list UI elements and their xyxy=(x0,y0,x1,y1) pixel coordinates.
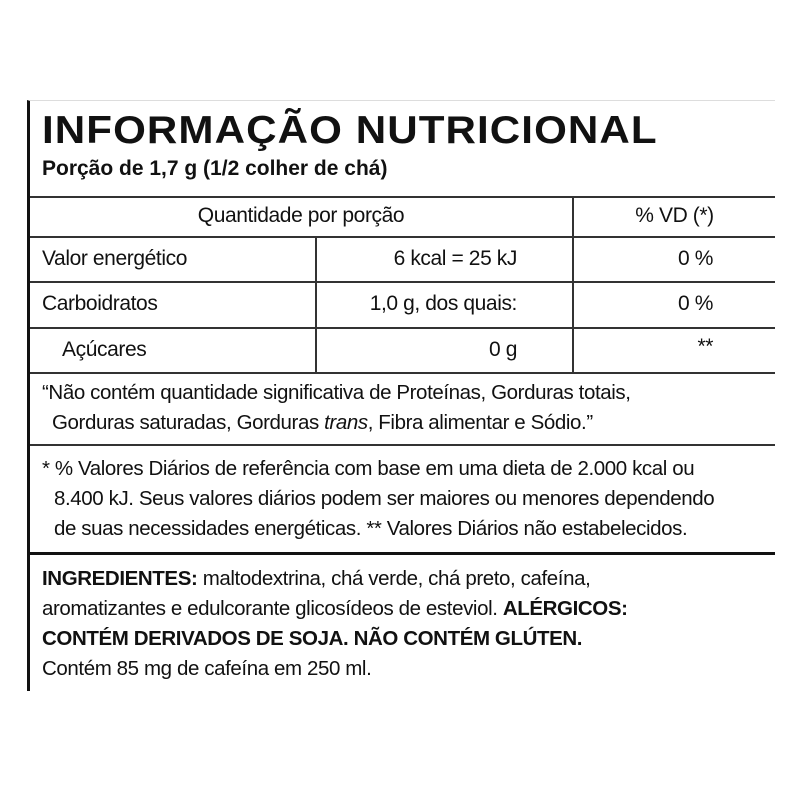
divider xyxy=(30,444,775,446)
nutrient-amount: 6 kcal = 25 kJ xyxy=(393,247,518,270)
footnote: * % Valores Diários de referência com ba… xyxy=(42,454,772,544)
divider xyxy=(30,236,775,238)
nutrient-dv: 0 % xyxy=(678,292,713,315)
footnote-line: de suas necessidades energéticas. ** Val… xyxy=(54,517,688,540)
divider xyxy=(30,372,775,374)
footnote-line: * % Valores Diários de referência com ba… xyxy=(42,457,695,480)
nutrient-name: Carboidratos xyxy=(42,292,158,315)
ingredients-label: INGREDIENTES: xyxy=(42,567,198,590)
column-divider xyxy=(315,236,317,372)
ingredients-text: maltodextrina, chá verde, chá preto, caf… xyxy=(197,567,591,590)
nutrient-name: Valor energético xyxy=(42,247,187,270)
nutrient-amount: 1,0 g, dos quais: xyxy=(369,292,518,315)
nutrient-dv: ** xyxy=(697,335,713,358)
nutrient-dv: 0 % xyxy=(678,247,713,270)
footnote-line: 8.400 kJ. Seus valores diários podem ser… xyxy=(54,487,715,510)
allergens-label: ALÉRGICOS: xyxy=(502,597,628,620)
header-dv: % VD (*) xyxy=(635,204,714,227)
ingredients-line: aromatizantes e edulcorante glicosídeos … xyxy=(42,594,772,624)
ingredients-text: aromatizantes e edulcorante glicosídeos … xyxy=(42,597,503,620)
notice-text: Gorduras saturadas, Gorduras xyxy=(52,411,325,434)
divider xyxy=(30,552,775,555)
notice-line: “Não contém quantidade significativa de … xyxy=(42,381,631,404)
not-significant-notice: “Não contém quantidade significativa de … xyxy=(42,378,772,438)
divider xyxy=(30,196,775,198)
divider xyxy=(30,281,775,283)
nutrition-label: INFORMAÇÃO NUTRICIONAL Porção de 1,7 g (… xyxy=(27,100,775,691)
nutrient-name: Açúcares xyxy=(62,338,147,361)
caffeine-content: Contém 85 mg de cafeína em 250 ml. xyxy=(42,657,372,680)
header-quantity: Quantidade por porção xyxy=(197,204,405,227)
notice-italic: trans xyxy=(324,411,368,434)
ingredients-line: INGREDIENTES: maltodextrina, chá verde, … xyxy=(42,564,772,594)
notice-line: Gorduras saturadas, Gorduras trans, Fibr… xyxy=(42,408,772,438)
nutrient-amount: 0 g xyxy=(489,338,517,361)
column-divider xyxy=(572,196,574,372)
allergens-text: CONTÉM DERIVADOS DE SOJA. NÃO CONTÉM GLÚ… xyxy=(42,627,583,650)
divider xyxy=(30,327,775,329)
portion-size: Porção de 1,7 g (1/2 colher de chá) xyxy=(42,157,388,180)
ingredients: INGREDIENTES: maltodextrina, chá verde, … xyxy=(42,564,772,684)
allergens-line: CONTÉM DERIVADOS DE SOJA. NÃO CONTÉM GLÚ… xyxy=(42,624,772,654)
notice-text: , Fibra alimentar e Sódio.” xyxy=(367,411,593,434)
label-title: INFORMAÇÃO NUTRICIONAL xyxy=(42,109,658,152)
